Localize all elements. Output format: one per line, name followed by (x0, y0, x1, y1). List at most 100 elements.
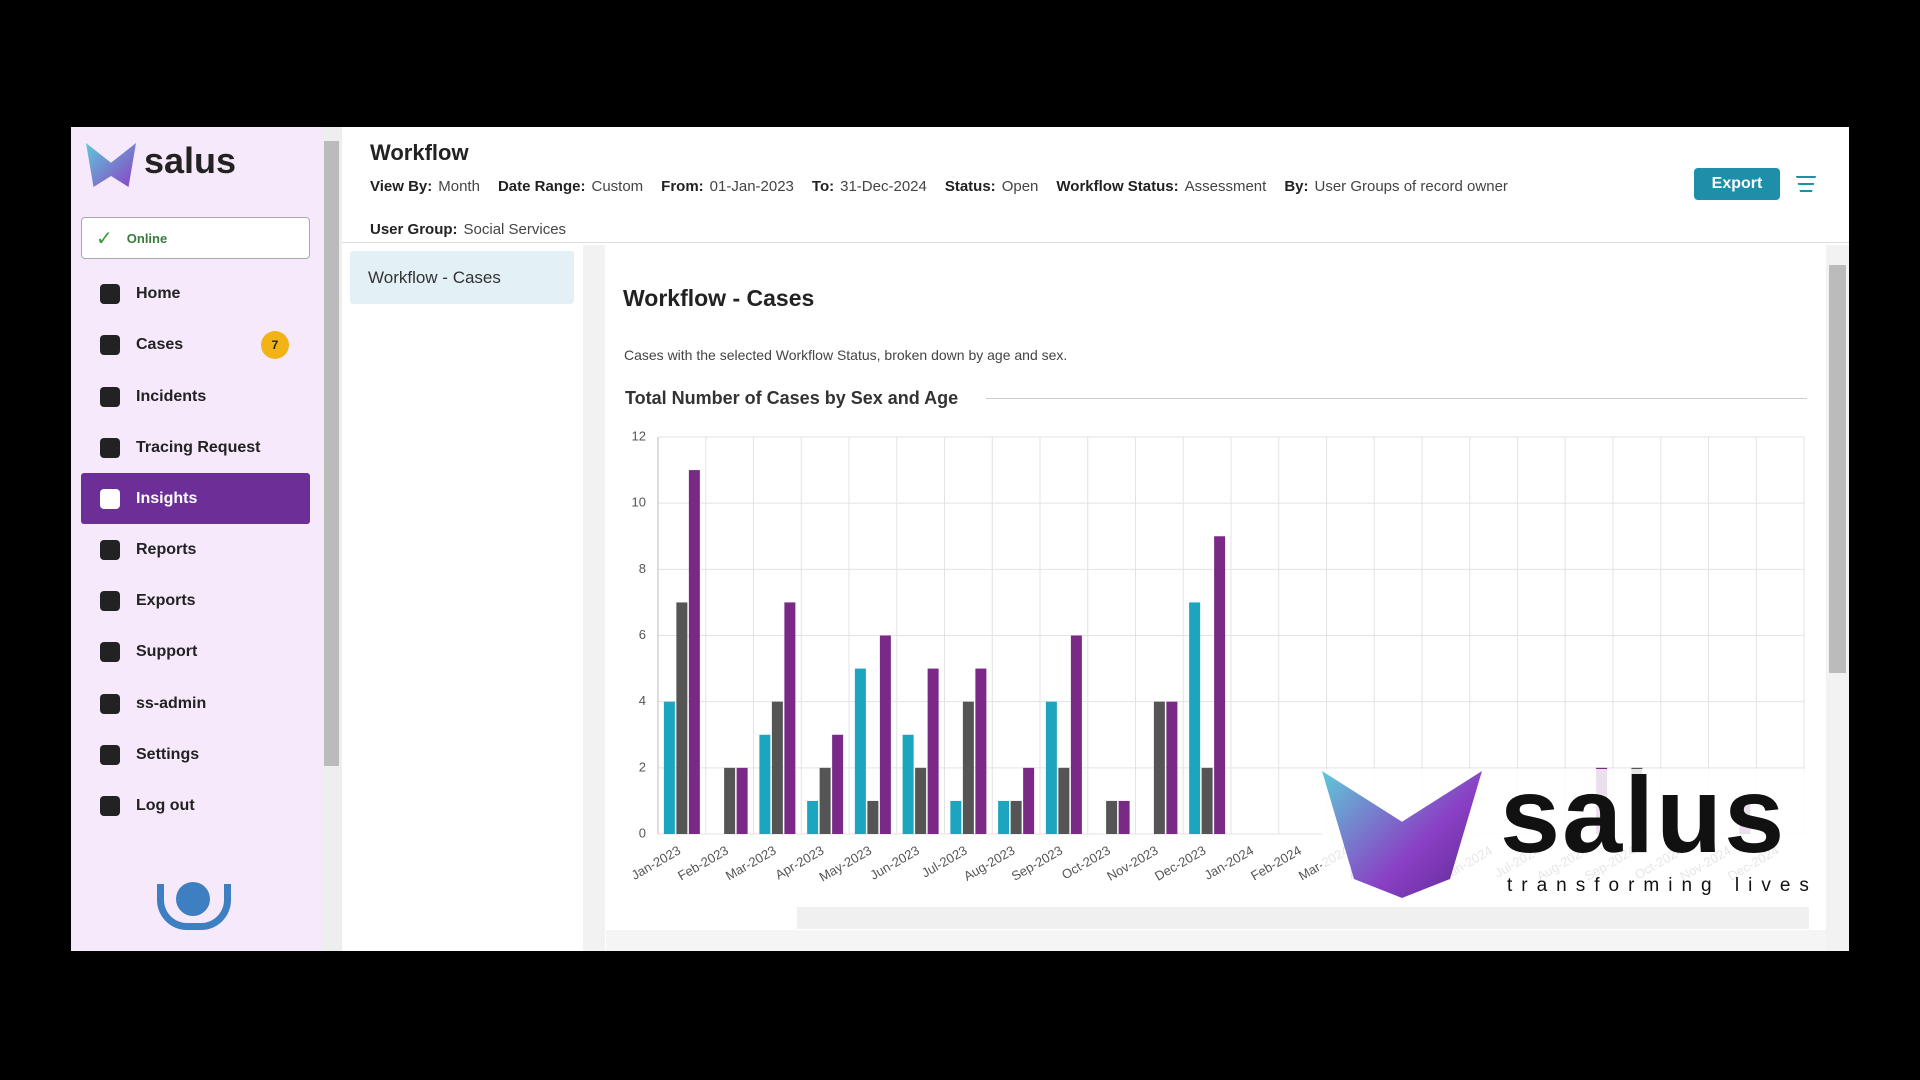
bar (1166, 701, 1178, 834)
card-title: Workflow - Cases (623, 285, 815, 311)
nav-item[interactable]: Log out (81, 780, 310, 831)
x-tick-label: May-2023 (817, 843, 875, 885)
x-tick-label: Feb-2024 (1248, 843, 1304, 884)
filter: By: User Groups of record owner (1284, 178, 1508, 195)
status-box[interactable]: ✓ Online (81, 217, 310, 259)
bar (975, 668, 987, 834)
bar (663, 701, 675, 834)
support-logo (157, 884, 231, 930)
bar (1106, 800, 1118, 834)
filter-value: 01-Jan-2023 (709, 178, 794, 195)
bar (736, 767, 748, 834)
x-tick-label: Feb-2023 (675, 843, 731, 884)
nav-label: Exports (136, 591, 196, 609)
bar (915, 767, 927, 834)
watermark-brand: salus (1500, 754, 1787, 875)
filter-label: From: (661, 178, 704, 195)
nav-label: Tracing Request (136, 438, 261, 456)
nav-item[interactable]: Home (81, 268, 310, 319)
nav-item[interactable]: Exports (81, 575, 310, 626)
x-tick-label: Jan-2024 (1202, 843, 1256, 883)
filter: Status: Open (945, 178, 1039, 195)
bar (1058, 767, 1070, 834)
card-scrollbar (1826, 245, 1849, 951)
filter: View By: Month (370, 178, 480, 195)
bar (962, 701, 974, 834)
scroll-thumb (623, 907, 797, 929)
filter-value: Assessment (1184, 178, 1267, 195)
nav-item[interactable]: Insights (81, 473, 310, 524)
scroll-thumb (1829, 265, 1846, 673)
bar (832, 734, 844, 834)
nav-label: Support (136, 642, 198, 660)
bar (854, 668, 866, 834)
bar (1010, 800, 1022, 834)
bar (1153, 701, 1165, 834)
scroll-thumb (324, 141, 339, 766)
filter-icon[interactable] (1796, 176, 1816, 192)
filter: To: 31-Dec-2024 (812, 178, 927, 195)
nav-label: Reports (136, 540, 197, 558)
x-tick-label: Jul-2023 (919, 843, 970, 881)
bar (1023, 767, 1035, 834)
bar (1045, 701, 1057, 834)
bar (1118, 800, 1130, 834)
nav-item[interactable]: Support (81, 626, 310, 677)
nav-badge: 7 (261, 330, 289, 359)
x-tick-label: Mar-2023 (723, 843, 779, 884)
filter-label: User Group: (370, 221, 458, 238)
filter: From: 01-Jan-2023 (661, 178, 794, 195)
nav-icon (100, 590, 120, 611)
bar (724, 767, 736, 834)
nav-item[interactable]: Cases 7 (81, 319, 310, 370)
y-tick-label: 0 (639, 825, 646, 840)
nav-label: Settings (136, 745, 200, 763)
y-tick-label: 2 (639, 759, 646, 774)
bar (688, 470, 700, 834)
nav-label: Incidents (136, 387, 207, 405)
x-tick-label: Jan-2023 (629, 843, 683, 883)
nav-item[interactable]: Settings (81, 729, 310, 780)
bar (902, 734, 914, 834)
bar (927, 668, 939, 834)
nav-label: Home (136, 284, 181, 302)
hscrollbar (606, 930, 1826, 951)
nav-item[interactable]: Incidents (81, 371, 310, 422)
filter-value: Social Services (463, 221, 567, 238)
filter-value: User Groups of record owner (1314, 178, 1508, 195)
tab-scrollbar (583, 245, 605, 951)
nav-item[interactable]: ss-admin (81, 678, 310, 729)
filter-label: Status: (944, 178, 996, 195)
y-tick-label: 6 (639, 627, 646, 642)
nav-icon (100, 334, 120, 355)
bar (1070, 635, 1082, 834)
filter-value: Open (1001, 178, 1039, 195)
filter-label: By: (1284, 178, 1309, 195)
nav-icon (100, 795, 120, 816)
nav-icon (100, 693, 120, 714)
title-rule (986, 398, 1807, 399)
y-tick-label: 12 (632, 428, 646, 443)
page-title: Workflow (370, 140, 469, 165)
bar (1189, 602, 1201, 834)
support-logo-head (176, 882, 210, 916)
y-tick-label: 10 (632, 495, 646, 510)
nav-item[interactable]: Tracing Request (81, 422, 310, 473)
x-tick-label: Dec-2023 (1152, 843, 1208, 884)
bar (867, 800, 879, 834)
x-tick-label: Jun-2023 (867, 843, 921, 883)
nav-label: Insights (136, 489, 198, 507)
nav-icon (100, 386, 120, 407)
filter-summary: View By: Month Date Range: Custom From: 01-Ja… (370, 178, 1630, 238)
nav-item[interactable]: Reports (81, 524, 310, 575)
export-button[interactable]: Export (1694, 168, 1780, 200)
tab-item[interactable]: Workflow - Cases (350, 251, 574, 304)
bar (771, 701, 783, 834)
filter-value: 31-Dec-2024 (840, 178, 927, 195)
chart-hscroll (623, 907, 1809, 929)
x-tick-label: Sep-2023 (1009, 843, 1065, 884)
bar (998, 800, 1010, 834)
bar (1201, 767, 1213, 834)
bar (950, 800, 962, 834)
